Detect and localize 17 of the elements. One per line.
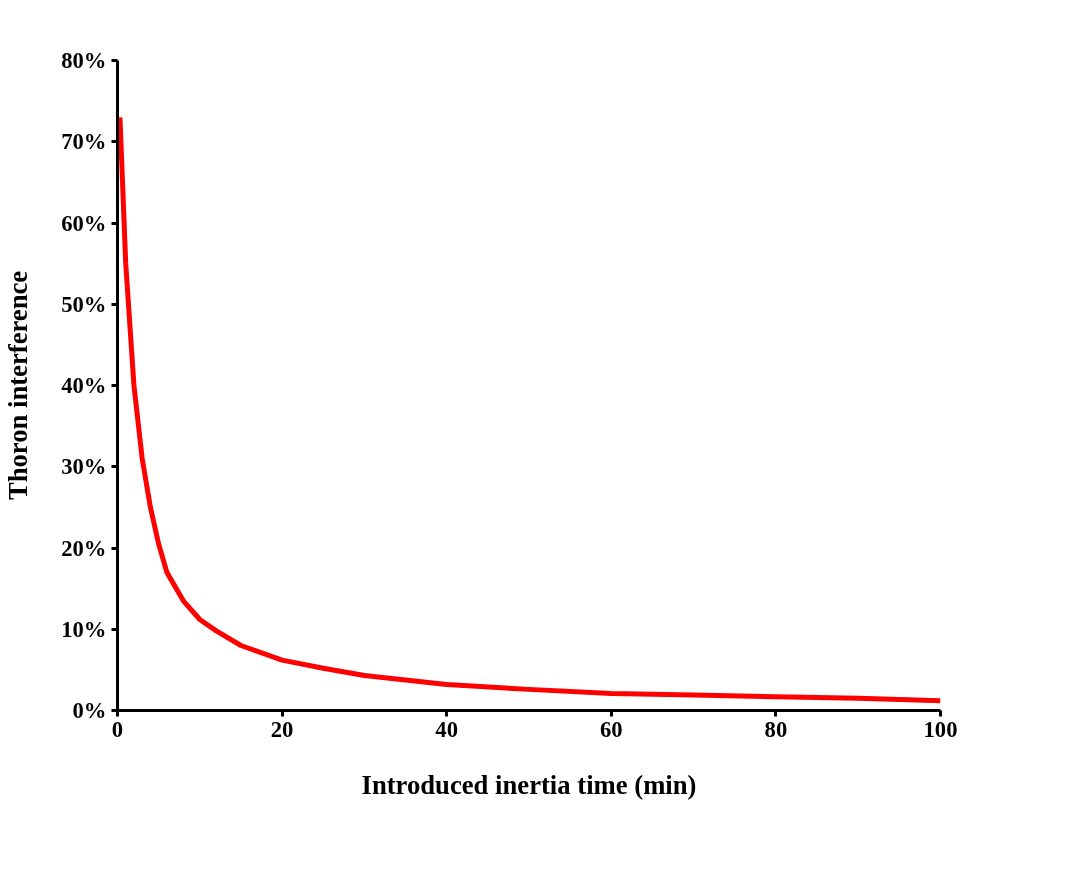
y-tick-label: 40% <box>61 373 107 398</box>
y-tick-label: 10% <box>61 616 107 642</box>
x-tick-label: 100 <box>923 716 958 742</box>
y-axis-title: Thoron interference <box>3 270 34 501</box>
y-tick-label: 30% <box>61 454 107 480</box>
x-tick-label: 0 <box>111 716 124 742</box>
y-tick-label: 70% <box>61 129 107 155</box>
y-tick-label: 80% <box>61 48 107 73</box>
y-tick-label: 0% <box>72 698 107 723</box>
y-tick-label: 60% <box>61 210 107 236</box>
x-tick-label: 60 <box>599 716 623 742</box>
x-tick-label: 40 <box>435 716 459 742</box>
y-tick-label: 20% <box>61 535 107 561</box>
x-tick-label: 80 <box>764 716 788 742</box>
x-tick-label: 20 <box>270 716 294 742</box>
y-tick-label: 50% <box>61 291 107 317</box>
x-axis-title: Introduced inertia time (min) <box>361 769 697 800</box>
